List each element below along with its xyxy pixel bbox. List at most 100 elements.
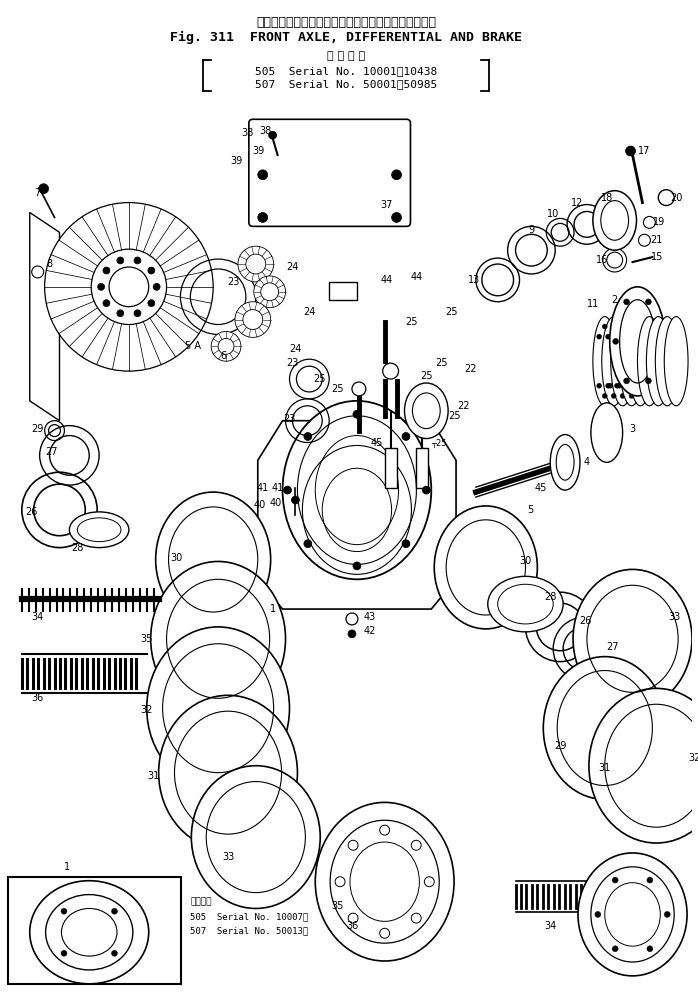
Text: 25: 25 bbox=[406, 317, 417, 327]
Ellipse shape bbox=[156, 492, 271, 627]
Ellipse shape bbox=[147, 627, 290, 789]
Circle shape bbox=[625, 334, 631, 339]
Text: 25: 25 bbox=[445, 307, 457, 317]
Text: 39: 39 bbox=[253, 146, 265, 156]
Bar bbox=[385, 448, 396, 488]
Text: ┬25: ┬25 bbox=[431, 439, 447, 448]
Circle shape bbox=[646, 378, 651, 384]
Circle shape bbox=[656, 338, 662, 344]
Circle shape bbox=[664, 393, 669, 398]
Ellipse shape bbox=[591, 403, 623, 462]
Circle shape bbox=[258, 212, 268, 222]
Circle shape bbox=[617, 334, 622, 339]
Circle shape bbox=[292, 496, 299, 504]
Text: 15: 15 bbox=[651, 252, 664, 262]
Circle shape bbox=[646, 299, 651, 305]
Circle shape bbox=[112, 950, 117, 956]
Text: 30: 30 bbox=[170, 553, 183, 563]
Text: 17: 17 bbox=[638, 146, 651, 156]
Text: 8: 8 bbox=[47, 259, 52, 269]
Text: 26: 26 bbox=[579, 616, 591, 626]
Circle shape bbox=[45, 203, 213, 371]
Circle shape bbox=[422, 486, 430, 494]
Circle shape bbox=[61, 908, 67, 914]
Circle shape bbox=[304, 432, 312, 440]
Text: 22: 22 bbox=[465, 364, 477, 374]
Circle shape bbox=[148, 267, 155, 274]
Circle shape bbox=[112, 908, 117, 914]
Circle shape bbox=[134, 257, 141, 264]
Ellipse shape bbox=[578, 853, 687, 976]
Circle shape bbox=[109, 267, 149, 307]
Circle shape bbox=[352, 382, 366, 396]
Text: 42: 42 bbox=[364, 626, 376, 636]
Ellipse shape bbox=[488, 576, 563, 632]
Text: 20: 20 bbox=[670, 193, 683, 203]
Circle shape bbox=[211, 331, 241, 361]
Text: 1: 1 bbox=[64, 862, 70, 872]
Circle shape bbox=[653, 334, 658, 339]
Text: 36: 36 bbox=[31, 693, 44, 703]
Text: 25: 25 bbox=[435, 358, 447, 368]
Circle shape bbox=[602, 393, 607, 398]
Bar bbox=[8, 877, 181, 984]
Circle shape bbox=[623, 299, 630, 305]
Text: 24: 24 bbox=[289, 344, 302, 354]
Circle shape bbox=[611, 393, 616, 398]
Text: 6: 6 bbox=[220, 351, 226, 361]
Circle shape bbox=[658, 190, 674, 206]
Ellipse shape bbox=[30, 881, 149, 984]
Circle shape bbox=[662, 383, 667, 388]
Text: 45: 45 bbox=[534, 483, 547, 493]
Text: 37: 37 bbox=[380, 200, 393, 210]
Circle shape bbox=[634, 334, 639, 339]
Ellipse shape bbox=[69, 512, 129, 548]
Text: 5 A: 5 A bbox=[186, 341, 201, 351]
Text: 34: 34 bbox=[31, 612, 44, 622]
Text: 12: 12 bbox=[571, 198, 584, 208]
Circle shape bbox=[623, 378, 630, 384]
Circle shape bbox=[153, 283, 160, 290]
Text: 43: 43 bbox=[364, 612, 376, 622]
Circle shape bbox=[638, 324, 643, 329]
Circle shape bbox=[91, 249, 167, 325]
Text: 29: 29 bbox=[554, 741, 566, 751]
Ellipse shape bbox=[550, 435, 580, 490]
Circle shape bbox=[238, 246, 274, 282]
Text: 9: 9 bbox=[528, 225, 535, 235]
Text: 4: 4 bbox=[584, 457, 590, 467]
Text: 41: 41 bbox=[257, 483, 269, 493]
Circle shape bbox=[674, 324, 678, 329]
Text: 25: 25 bbox=[331, 384, 343, 394]
Circle shape bbox=[662, 334, 667, 339]
Circle shape bbox=[606, 334, 611, 339]
Text: 30: 30 bbox=[519, 556, 532, 566]
Text: 35: 35 bbox=[140, 634, 153, 644]
Circle shape bbox=[614, 383, 620, 388]
Circle shape bbox=[353, 562, 361, 570]
Circle shape bbox=[617, 383, 622, 388]
Text: 33: 33 bbox=[668, 612, 681, 622]
Circle shape bbox=[644, 383, 648, 388]
Text: 23: 23 bbox=[286, 358, 299, 368]
Circle shape bbox=[383, 363, 399, 379]
Circle shape bbox=[38, 184, 49, 194]
Ellipse shape bbox=[664, 317, 688, 406]
Text: 31: 31 bbox=[147, 771, 160, 781]
Circle shape bbox=[117, 310, 124, 317]
Text: 2: 2 bbox=[611, 295, 618, 305]
Circle shape bbox=[651, 383, 655, 388]
Text: 31: 31 bbox=[599, 763, 611, 773]
Text: 505  Serial No. 10001～10438: 505 Serial No. 10001～10438 bbox=[255, 66, 437, 76]
Circle shape bbox=[638, 393, 643, 398]
Text: 3: 3 bbox=[630, 424, 636, 434]
Circle shape bbox=[629, 393, 634, 398]
Circle shape bbox=[98, 283, 105, 290]
Circle shape bbox=[608, 334, 613, 339]
Text: 11: 11 bbox=[587, 299, 599, 309]
Text: 25: 25 bbox=[448, 411, 460, 421]
Circle shape bbox=[625, 146, 635, 156]
Circle shape bbox=[644, 334, 648, 339]
Text: 14: 14 bbox=[648, 364, 660, 374]
Text: 24: 24 bbox=[286, 262, 299, 272]
